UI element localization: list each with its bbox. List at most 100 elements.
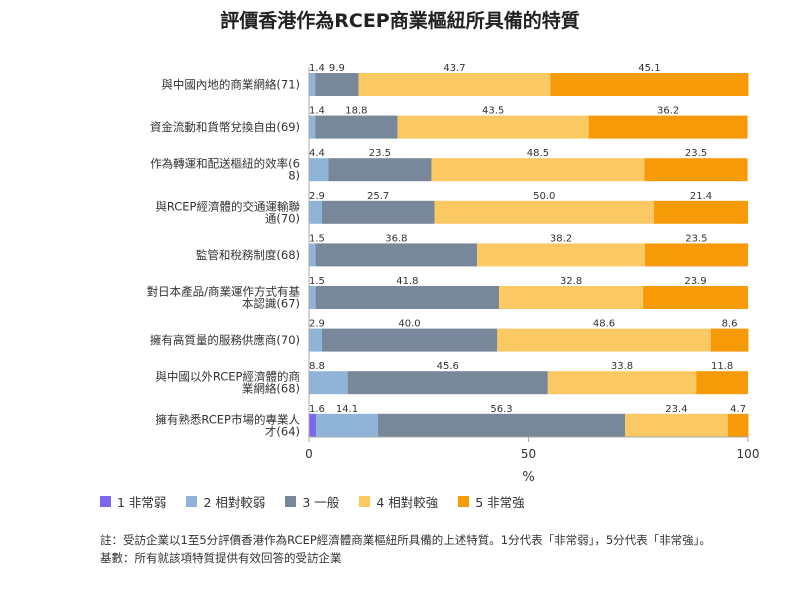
- category-label: 與中國內地的商業網絡(71): [161, 78, 300, 92]
- category-label: 監管和稅務制度(68): [196, 248, 300, 262]
- bar-segment: [477, 243, 645, 267]
- bar-segment: [654, 200, 748, 224]
- data-label: 45.1: [638, 63, 660, 74]
- legend-swatch: [100, 496, 111, 507]
- category-label-line: 資金流動和貨幣兌換自由(69): [150, 120, 300, 134]
- legend-swatch: [285, 496, 297, 507]
- legend-label: 3 一般: [302, 495, 340, 510]
- data-label: 32.8: [560, 276, 582, 287]
- data-label: 21.4: [690, 191, 712, 202]
- legend-item[interactable]: 3 一般: [285, 492, 339, 511]
- legend-item[interactable]: 2 相對較弱: [186, 492, 265, 511]
- bar-segment: [321, 328, 498, 352]
- data-label: 48.5: [527, 148, 549, 159]
- category-label-line: 業網絡(68): [242, 382, 300, 396]
- category-label-line: 對日本產品/商業運作方式有基: [147, 285, 301, 299]
- category-label: 擁有熟悉RCEP市場的專業人才(64): [155, 412, 300, 438]
- bar-segment: [309, 115, 316, 139]
- bar-segment: [328, 158, 432, 182]
- bar-segment: [696, 371, 748, 395]
- data-label: 23.5: [685, 148, 707, 159]
- data-label: 23.5: [369, 148, 391, 159]
- data-label: 2.9: [309, 191, 325, 202]
- bar-segment: [431, 158, 645, 182]
- bar-segment: [550, 73, 749, 96]
- data-label: 43.5: [482, 106, 504, 117]
- category-label: 擁有高質量的服務供應商(70): [150, 333, 300, 347]
- legend-swatch: [458, 496, 470, 507]
- category-label-line: 監管和稅務制度(68): [196, 248, 300, 262]
- data-label: 36.2: [657, 106, 679, 117]
- x-axis-label: %: [522, 470, 534, 485]
- category-label-line: 8): [288, 169, 300, 183]
- bar-segment: [315, 286, 500, 309]
- bar-segment: [309, 328, 322, 352]
- data-label: 45.6: [437, 361, 459, 372]
- data-label: 23.4: [665, 404, 687, 415]
- legend-label: 1 非常弱: [117, 495, 167, 510]
- bar-segment: [309, 286, 316, 309]
- bar-segment: [434, 200, 655, 224]
- data-label: 33.8: [611, 361, 633, 372]
- data-label: 8.8: [309, 361, 325, 372]
- legend-item[interactable]: 4 相對較強: [359, 492, 438, 511]
- data-label: 8.6: [722, 319, 738, 330]
- data-label: 23.9: [684, 276, 706, 287]
- bar-segment: [309, 158, 329, 182]
- bar-segment: [321, 200, 435, 224]
- bar-segment: [309, 243, 316, 267]
- bar-segment: [727, 413, 749, 437]
- data-label: 56.3: [490, 404, 512, 415]
- data-label: 1.4: [309, 106, 325, 117]
- bar-segment: [588, 115, 748, 139]
- legend-item[interactable]: 5 非常強: [458, 492, 525, 511]
- category-label-line: 擁有高質量的服務供應商(70): [150, 333, 300, 347]
- category-label-line: 通(70): [265, 211, 300, 225]
- bar-segment: [309, 200, 322, 224]
- bar-segment: [316, 413, 378, 437]
- bar-segment: [547, 371, 697, 395]
- data-label: 36.8: [385, 233, 407, 244]
- category-label-line: 本認識(67): [242, 297, 300, 311]
- bar-segment: [315, 243, 478, 267]
- category-label-line: 作為轉運和配送樞紐的效率(6: [150, 157, 300, 171]
- data-label: 11.8: [711, 361, 733, 372]
- bar-segment: [377, 413, 626, 437]
- legend-label: 5 非常強: [475, 495, 525, 510]
- category-label-line: 擁有熟悉RCEP市場的專業人: [155, 412, 300, 426]
- data-label: 43.7: [443, 63, 465, 74]
- data-label: 14.1: [336, 404, 358, 415]
- legend-label: 4 相對較強: [376, 495, 439, 510]
- legend-label: 2 相對較弱: [203, 495, 266, 510]
- bar-segment: [499, 286, 644, 309]
- bar-segment: [315, 115, 398, 139]
- data-label: 40.0: [398, 319, 420, 330]
- data-label: 1.5: [309, 233, 325, 244]
- bar-segment: [644, 243, 748, 267]
- x-tick-label: 50: [521, 447, 536, 461]
- bar-segment: [710, 328, 749, 352]
- data-label: 18.8: [345, 106, 367, 117]
- bar-segment: [643, 286, 748, 309]
- bar-segment: [644, 158, 748, 182]
- category-label-line: 與RCEP經濟體的交通運輸聯: [155, 199, 300, 213]
- legend: 1 非常弱 2 相對較弱 3 一般 4 相對較強 5 非常強: [100, 492, 525, 511]
- bar-segment: [358, 73, 551, 96]
- data-label: 25.7: [367, 191, 389, 202]
- category-label-line: 與中國內地的商業網絡(71): [161, 78, 300, 92]
- bar-segment: [497, 328, 711, 352]
- bar-segment: [309, 413, 317, 437]
- x-tick-label: 100: [737, 447, 760, 461]
- bar-segment: [347, 371, 548, 395]
- data-label: 1.5: [309, 276, 325, 287]
- legend-swatch: [359, 496, 371, 507]
- category-label: 與RCEP經濟體的交通運輸聯通(70): [155, 199, 300, 225]
- data-label: 38.2: [550, 233, 572, 244]
- data-label: 48.6: [593, 319, 615, 330]
- legend-item[interactable]: 1 非常弱: [100, 492, 166, 511]
- bar-segment: [309, 73, 316, 96]
- data-label: 1.6: [309, 404, 325, 415]
- data-label: 4.7: [730, 404, 746, 415]
- chart-title: 評價香港作為RCEP商業樞紐所具備的特質: [220, 10, 580, 32]
